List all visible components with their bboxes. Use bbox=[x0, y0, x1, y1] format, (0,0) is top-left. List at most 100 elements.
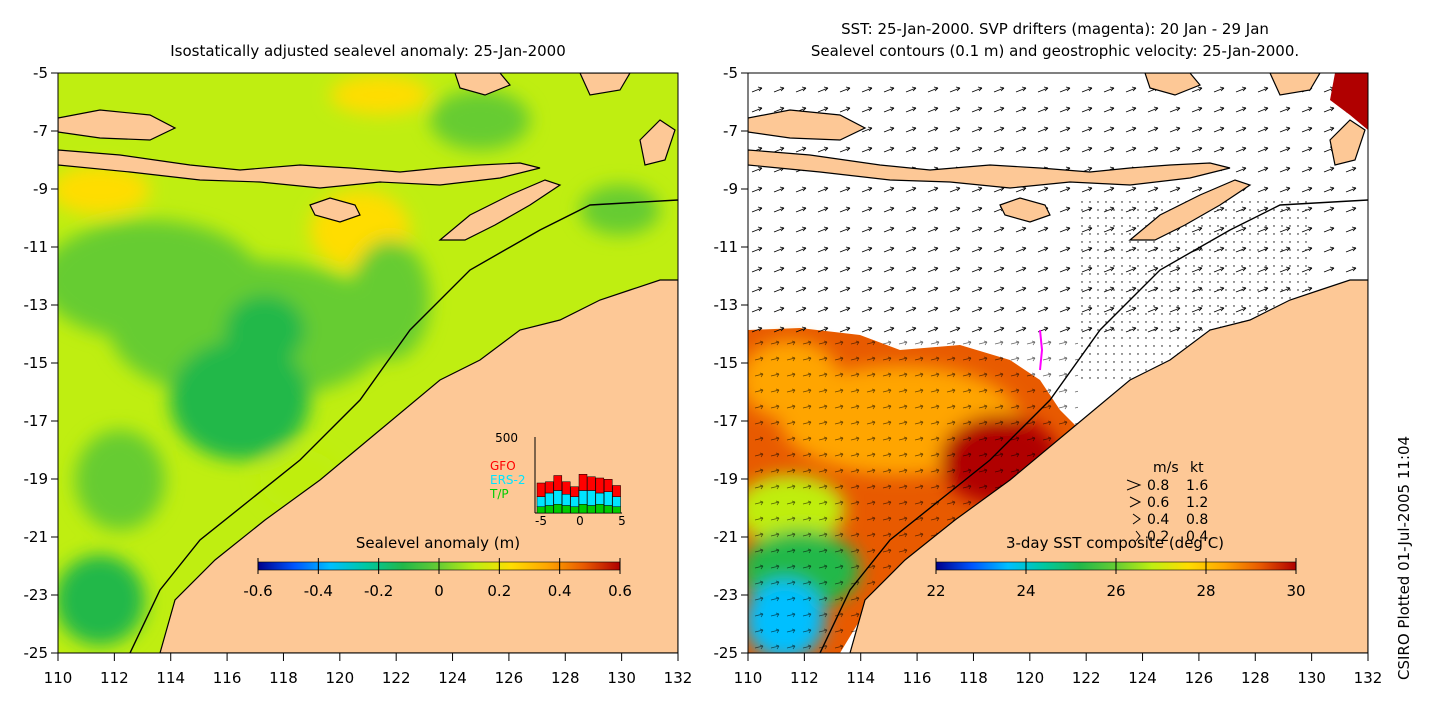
histogram-bar-ers bbox=[553, 490, 563, 505]
left-x-tick-label: 126 bbox=[495, 669, 524, 687]
left-java-island bbox=[58, 109, 177, 141]
right-y-tick-label: -19 bbox=[714, 470, 739, 488]
histogram-bar-gfo bbox=[553, 475, 563, 491]
left-y-tick-label: -15 bbox=[24, 354, 49, 372]
right-x-tick-label: 126 bbox=[1185, 669, 1214, 687]
histogram-bar-ers bbox=[561, 494, 571, 506]
left-colorbar-tick-label: 0.6 bbox=[608, 582, 632, 600]
left-timor-island bbox=[438, 179, 562, 241]
histogram-bar-tp bbox=[587, 505, 596, 514]
velocity-key-ms: 0.4 bbox=[1147, 512, 1169, 528]
left-x-tick-label: 118 bbox=[269, 669, 298, 687]
right-map bbox=[748, 73, 1368, 653]
right-x-tick-label: 114 bbox=[846, 669, 875, 687]
histogram-bar-ers bbox=[595, 492, 605, 505]
inset-x-tick-pos: 5 bbox=[618, 514, 626, 528]
left-x-tick-label: 132 bbox=[664, 669, 693, 687]
velocity-key-kt: 1.6 bbox=[1186, 478, 1208, 494]
right-y-tick-label: -21 bbox=[714, 528, 739, 546]
right-colorbar-tick-label: 26 bbox=[1106, 582, 1125, 600]
histogram-bar-ers bbox=[612, 496, 621, 507]
left-x-tick-label: 112 bbox=[100, 669, 129, 687]
histogram-bar-tp bbox=[595, 504, 605, 514]
left-north-islands bbox=[454, 73, 676, 166]
right-x-tick-label: 118 bbox=[959, 669, 988, 687]
velocity-key-ms: 0.2 bbox=[1147, 529, 1169, 545]
histogram-bar-tp bbox=[536, 506, 546, 514]
right-map-title-line2: Sealevel contours (0.1 m) and geostrophi… bbox=[810, 42, 1300, 60]
left-x-tick-label: 128 bbox=[551, 669, 580, 687]
right-colorbar-label: 3-day SST composite (deg C) bbox=[1006, 534, 1224, 552]
left-colorbar-tick-label: -0.6 bbox=[243, 582, 272, 600]
left-australia-land bbox=[159, 279, 678, 653]
histogram-bar-gfo bbox=[603, 479, 613, 492]
left-y-tick-label: -7 bbox=[33, 122, 48, 140]
inset-y-tick: 500 bbox=[495, 431, 518, 445]
right-colorbar-tick-label: 30 bbox=[1286, 582, 1305, 600]
left-y-tick-label: -25 bbox=[24, 644, 49, 662]
right-x-tick-label: 110 bbox=[734, 669, 763, 687]
right-ne-sst-patch bbox=[1330, 73, 1368, 130]
right-y-tick-label: -7 bbox=[723, 122, 738, 140]
velocity-key-arrow bbox=[1126, 479, 1142, 491]
inset-legend-tp: T/P bbox=[489, 487, 509, 501]
right-x-tick-label: 124 bbox=[1128, 669, 1157, 687]
left-colorbar-label: Sealevel anomaly (m) bbox=[356, 534, 520, 552]
histogram-bar-ers bbox=[587, 490, 596, 506]
left-shelf-contour bbox=[129, 199, 678, 653]
right-shelf-contour bbox=[819, 199, 1368, 653]
histogram-bar-ers bbox=[578, 490, 588, 505]
right-map-title-line1: SST: 25-Jan-2000. SVP drifters (magenta)… bbox=[841, 20, 1269, 38]
left-colorbar-tick-label: 0.4 bbox=[548, 582, 572, 600]
histogram-bar-gfo bbox=[612, 485, 621, 497]
histogram-bar-tp bbox=[553, 504, 563, 514]
left-y-tick-label: -19 bbox=[24, 470, 49, 488]
inset-legend-ers2: ERS-2 bbox=[490, 473, 526, 487]
histogram-bar-tp bbox=[612, 506, 621, 514]
left-y-tick-label: -17 bbox=[24, 412, 49, 430]
velocity-key-arrow bbox=[1132, 513, 1141, 525]
right-y-tick-label: -13 bbox=[714, 296, 739, 314]
left-y-tick-label: -23 bbox=[24, 586, 49, 604]
velocity-key-kt: 0.8 bbox=[1186, 512, 1208, 528]
histogram-bar-ers bbox=[570, 496, 579, 507]
histogram-bar-gfo bbox=[587, 476, 596, 491]
velocity-key: m/s kt 0.8 1.60.6 1.20.4 0.80.2 0.4 bbox=[1126, 460, 1208, 545]
histogram-bar-tp bbox=[561, 505, 571, 514]
right-x-tick-label: 130 bbox=[1297, 669, 1326, 687]
left-y-tick-label: -9 bbox=[33, 180, 48, 198]
histogram-bar-tp bbox=[545, 505, 554, 514]
right-x-tick-label: 122 bbox=[1072, 669, 1101, 687]
left-lesser-sunda-islands bbox=[58, 149, 541, 189]
velocity-key-header-kt: kt bbox=[1190, 460, 1204, 476]
histogram-bar-gfo bbox=[561, 481, 571, 495]
left-map bbox=[58, 73, 678, 653]
left-sumba-island bbox=[309, 197, 361, 223]
left-map-title: Isostatically adjusted sealevel anomaly:… bbox=[170, 42, 566, 60]
velocity-key-header-ms: m/s bbox=[1153, 460, 1179, 476]
left-y-tick-label: -13 bbox=[24, 296, 49, 314]
histogram-bar-gfo bbox=[570, 486, 579, 497]
right-y-tick-label: -23 bbox=[714, 586, 739, 604]
left-x-tick-label: 110 bbox=[44, 669, 73, 687]
right-x-tick-label: 120 bbox=[1015, 669, 1044, 687]
histogram-bar-ers bbox=[536, 496, 546, 507]
inset-x-tick-neg: -5 bbox=[535, 514, 547, 528]
left-colorbar-tick-label: -0.4 bbox=[304, 582, 333, 600]
left-anomaly-field bbox=[58, 75, 660, 645]
right-y-tick-label: -17 bbox=[714, 412, 739, 430]
left-x-tick-label: 122 bbox=[382, 669, 411, 687]
left-colorbar: Sealevel anomaly (m) -0.6 -0.4 -0.2 0 0.2 0.4… bbox=[243, 534, 632, 600]
histogram-bar-tp bbox=[570, 506, 579, 514]
histogram-bar-gfo bbox=[595, 477, 605, 494]
right-sumba-island bbox=[999, 197, 1051, 223]
right-y-tick-label: -15 bbox=[714, 354, 739, 372]
left-colorbar-tick-label: -0.2 bbox=[364, 582, 393, 600]
right-timor-island bbox=[1128, 179, 1252, 241]
left-x-tick-label: 130 bbox=[607, 669, 636, 687]
right-lesser-sunda-islands bbox=[748, 149, 1231, 189]
drifter-track bbox=[1039, 329, 1044, 371]
left-x-tick-label: 116 bbox=[213, 669, 242, 687]
right-x-tick-label: 112 bbox=[790, 669, 819, 687]
